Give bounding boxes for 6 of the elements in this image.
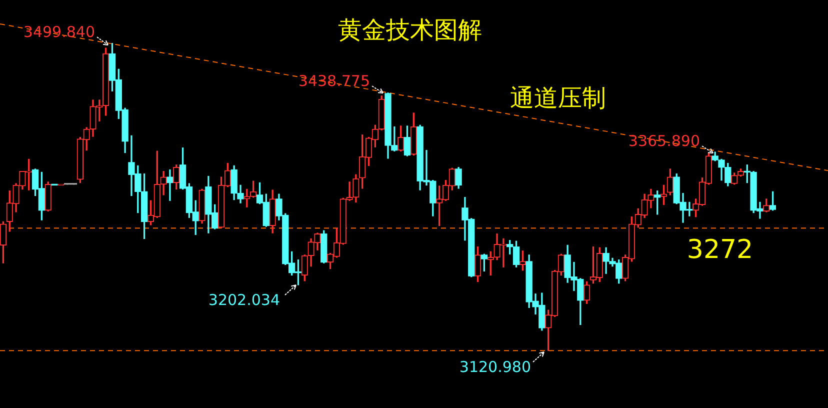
chart-title: 黄金技术图解 [338,16,482,44]
text: 3120.980 [459,358,531,376]
ref-line-label: 3272 [686,235,754,266]
annotation: 3202.034 [208,291,280,309]
annotation: 通道压制 [510,84,606,112]
candlestick [166,169,174,201]
